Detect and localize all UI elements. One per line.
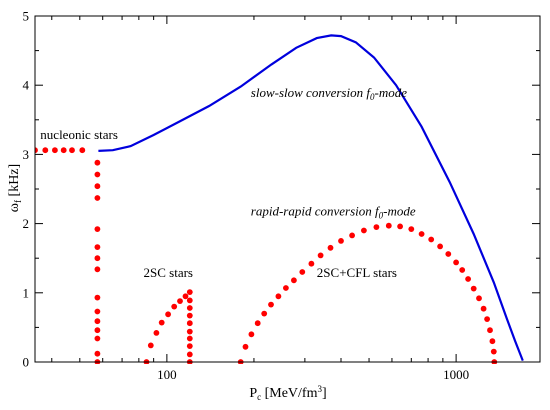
series-2-point	[147, 342, 154, 349]
series-2-point	[186, 320, 193, 327]
series-1-point	[94, 327, 101, 334]
y-tick-label: 5	[23, 9, 30, 24]
series-1-point	[94, 335, 101, 342]
annotations: nucleonic stars 2SC stars 2SC+CFL stars slo…	[40, 85, 416, 280]
series-2-point	[186, 351, 193, 358]
series-1-point	[94, 195, 101, 201]
series-1-point	[52, 147, 58, 154]
series-1-point	[94, 318, 101, 325]
axis-ticks: 0 1 2 3 4 5 100 1000	[23, 9, 540, 382]
y-axis-label: ωf [kHz]	[7, 164, 23, 212]
series-2-point	[186, 328, 193, 335]
series-1-point	[94, 350, 101, 357]
series-3-point	[291, 277, 297, 284]
series-3-point	[480, 305, 487, 312]
series-2-point	[182, 293, 189, 300]
annotation-1: 2SC stars	[144, 265, 193, 280]
series-3-point	[338, 238, 344, 244]
series-3-point	[361, 227, 367, 234]
series-2-point	[186, 335, 193, 342]
series-3-point	[268, 301, 274, 308]
series-2-point	[171, 303, 178, 310]
plot-frame	[34, 15, 541, 363]
series-3-point	[445, 251, 452, 257]
series-3-point	[275, 293, 282, 300]
series-3-point	[476, 295, 482, 302]
series-2-point	[165, 311, 172, 318]
series-2-point	[177, 298, 183, 304]
series-3-point	[408, 226, 415, 233]
series-3-point	[242, 343, 249, 350]
series-3-point	[459, 267, 466, 273]
series-3-point	[487, 327, 493, 334]
series-3-point	[349, 232, 355, 239]
y-tick-label: 0	[23, 355, 30, 370]
series-3-point	[283, 285, 289, 291]
x-axis-label: Pc [MeV/fm3]	[249, 384, 326, 402]
series-3-point	[308, 260, 315, 267]
series-1-point	[94, 255, 101, 262]
series-3-point	[470, 285, 477, 292]
series-1-point	[94, 266, 101, 273]
x-tick-label: 100	[157, 367, 177, 382]
series-3-point	[299, 269, 306, 275]
series-2-point	[186, 343, 193, 349]
series-3-point	[373, 224, 380, 231]
series-3-point	[453, 259, 459, 266]
series-1-point	[94, 183, 101, 190]
series-3-point	[437, 243, 443, 250]
series-1-point	[94, 226, 101, 233]
series-3-point	[484, 316, 490, 322]
series-1-point	[60, 147, 67, 154]
series-1-point	[69, 147, 75, 154]
series-3-point	[397, 223, 403, 230]
annotation-3: slow-slow conversion f0-mode	[251, 85, 407, 102]
series-2-point	[153, 330, 160, 336]
series-1-point	[94, 159, 101, 166]
series-1-point	[79, 147, 86, 154]
series-3-point	[317, 252, 324, 259]
series-2-point	[186, 297, 193, 304]
series-3-point	[327, 244, 334, 251]
annotation-2: 2SC+CFL stars	[317, 265, 397, 280]
series-2-point	[158, 319, 165, 326]
series-3-point	[490, 348, 497, 355]
annotation-0: nucleonic stars	[40, 127, 118, 142]
y-tick-label: 2	[23, 216, 30, 231]
series-3-point	[489, 338, 496, 345]
series-2-point	[186, 312, 193, 319]
series-3-point	[465, 276, 471, 282]
series-2-point	[186, 289, 193, 295]
series-2-point	[186, 305, 193, 311]
series-3-point	[418, 231, 425, 237]
annotation-4: rapid-rapid conversion f0-mode	[251, 203, 416, 220]
x-tick-label: 1000	[443, 367, 469, 382]
series-1-point	[94, 171, 101, 178]
y-tick-label: 4	[23, 78, 30, 93]
series-3-point	[261, 310, 268, 317]
series-1-point	[42, 147, 49, 154]
y-tick-label: 1	[23, 285, 30, 300]
series-3-point	[254, 320, 261, 327]
series-1-point	[94, 308, 101, 315]
series-3-point	[385, 222, 392, 229]
series-1-point	[94, 244, 101, 251]
series-1-point	[35, 147, 38, 154]
series-line-0	[98, 34, 524, 362]
series-1-point	[94, 294, 101, 301]
chart-marks	[35, 34, 524, 364]
y-tick-label: 3	[23, 147, 30, 162]
series-3-point	[428, 236, 435, 243]
series-3-point	[248, 331, 255, 338]
